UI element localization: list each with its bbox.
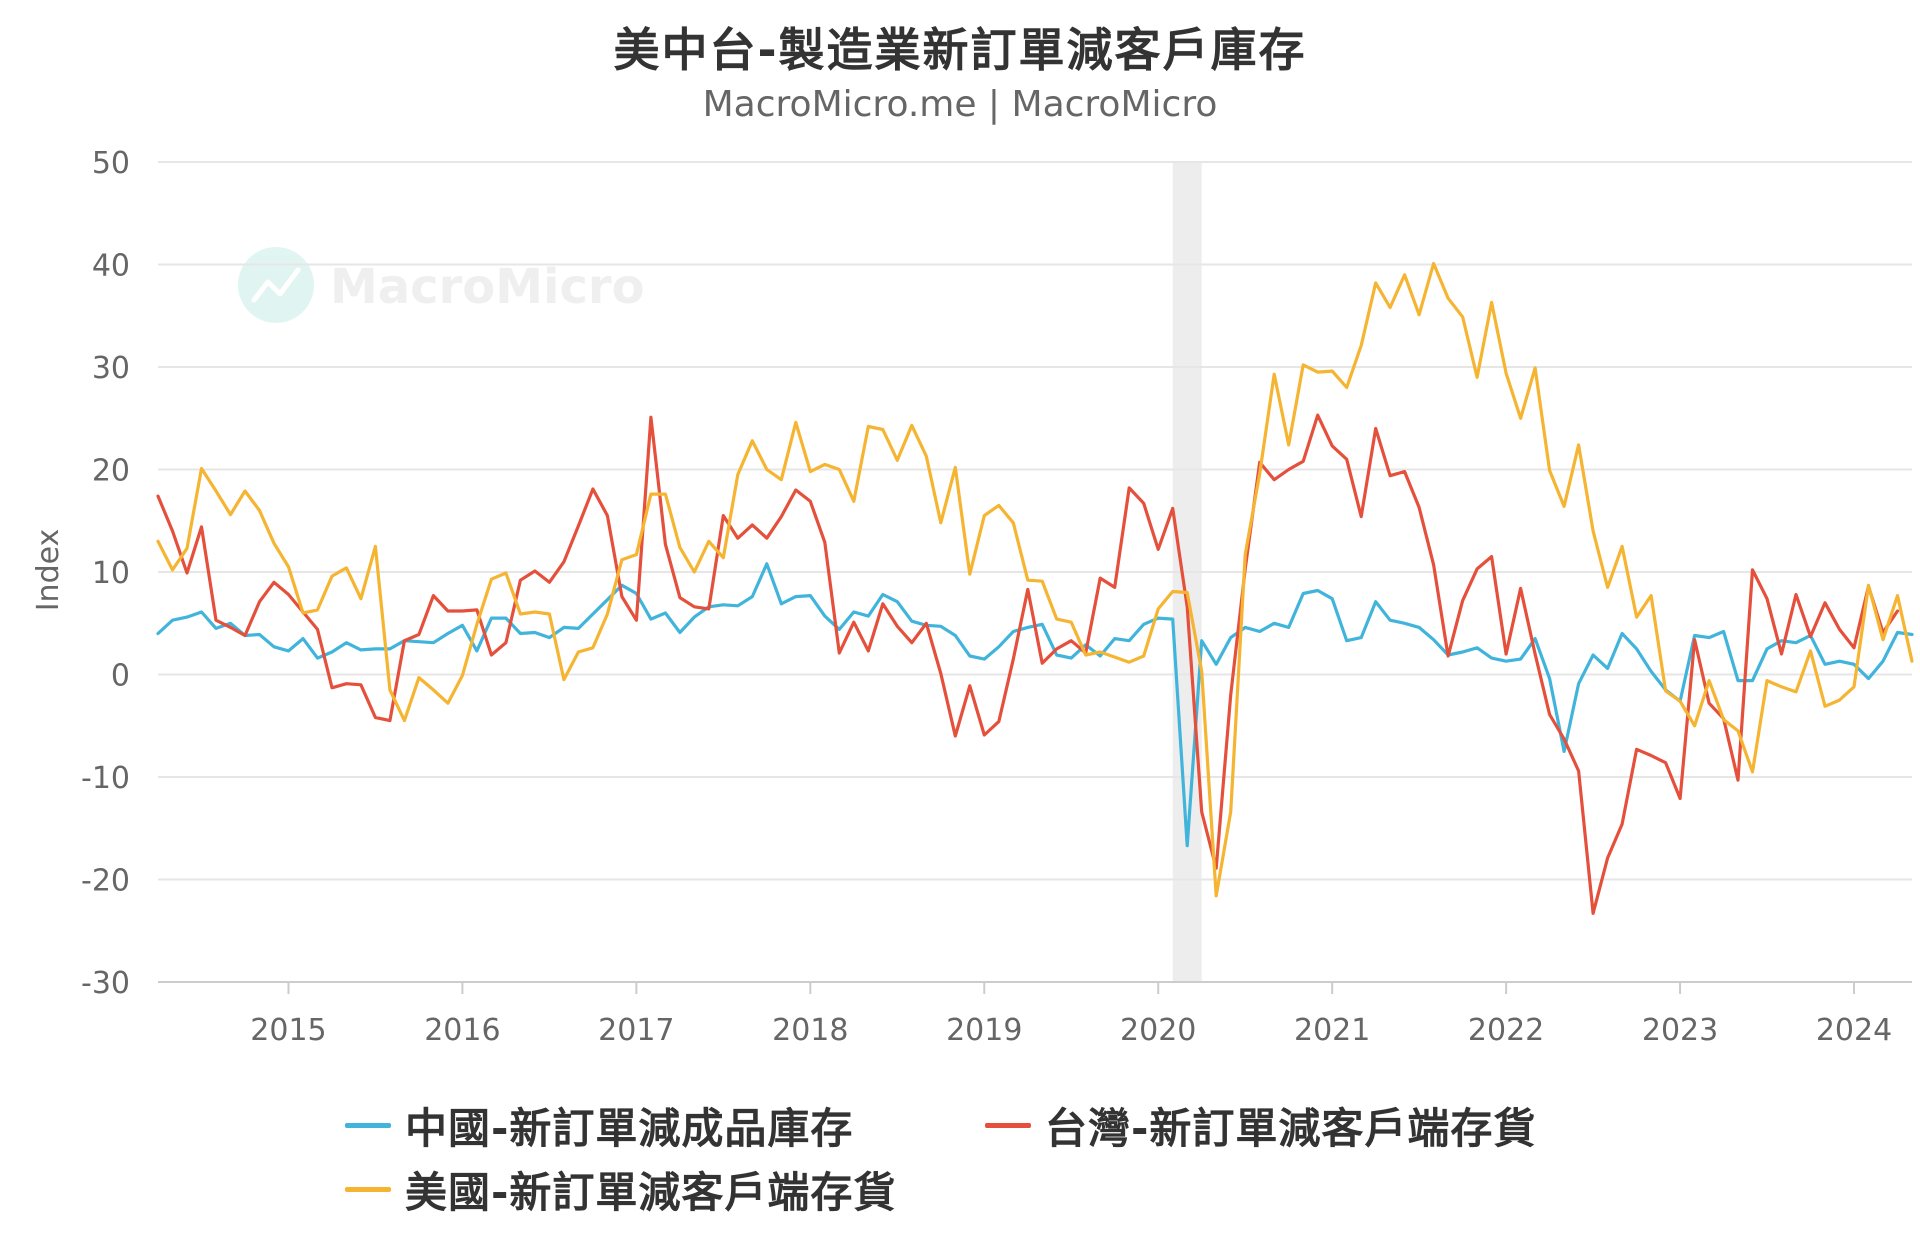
x-tick-label: 2019 <box>946 1013 1022 1048</box>
y-tick-label: 30 <box>92 351 130 386</box>
y-tick-label: -20 <box>81 864 130 899</box>
x-axis-ticks: 2015 2016 2017 2018 2019 2020 2021 2022 2023 2024 <box>250 982 1892 1048</box>
x-tick-label: 2020 <box>1120 1013 1196 1048</box>
x-tick-label: 2023 <box>1642 1013 1718 1048</box>
legend-item-china[interactable]: 中國-新訂單減成品庫存 <box>345 1095 853 1156</box>
series-line-0[interactable] <box>156 562 1914 848</box>
y-tick-label: -10 <box>81 761 130 796</box>
series-line-2[interactable] <box>156 261 1914 898</box>
x-tick-label: 2017 <box>598 1013 674 1048</box>
grid-layer <box>158 161 1912 983</box>
legend-label-usa: 美國-新訂單減客戶端存貨 <box>405 1168 897 1217</box>
x-tick-label: 2016 <box>424 1013 500 1048</box>
y-tick-label: -30 <box>81 966 130 1001</box>
series-layer <box>156 261 1914 915</box>
x-tick-label: 2024 <box>1816 1013 1892 1048</box>
y-tick-label: 50 <box>92 146 130 181</box>
y-tick-label: 10 <box>92 556 130 591</box>
x-tick-label: 2015 <box>250 1013 326 1048</box>
legend-item-taiwan[interactable]: 台灣-新訂單減客戶端存貨 <box>985 1095 1536 1156</box>
y-tick-label: 0 <box>111 659 130 694</box>
legend-label-china: 中國-新訂單減成品庫存 <box>405 1104 854 1153</box>
y-tick-label: 40 <box>92 249 130 284</box>
watermark-text: MacroMicro <box>330 259 645 315</box>
x-tick-label: 2021 <box>1294 1013 1370 1048</box>
x-tick-label: 2018 <box>772 1013 848 1048</box>
y-axis-label: Index <box>31 529 66 612</box>
watermark-logo-icon <box>238 247 314 323</box>
legend-swatch-usa <box>345 1187 391 1192</box>
watermark-logo-line-icon <box>251 267 301 303</box>
legend-label-taiwan: 台灣-新訂單減客戶端存貨 <box>1045 1104 1537 1153</box>
chart-title: 美中台-製造業新訂單減客戶庫存 <box>613 23 1307 77</box>
watermark: MacroMicro <box>238 247 645 323</box>
x-tick-label: 2022 <box>1468 1013 1544 1048</box>
y-axis-ticks: -30 -20 -10 0 10 20 30 40 50 <box>81 146 130 1001</box>
legend-swatch-china <box>345 1123 391 1128</box>
legend-item-usa[interactable]: 美國-新訂單減客戶端存貨 <box>345 1159 896 1220</box>
legend-swatch-taiwan <box>985 1123 1031 1128</box>
y-tick-label: 20 <box>92 454 130 489</box>
chart-subtitle: MacroMicro.me | MacroMicro <box>702 84 1218 125</box>
series-line-1[interactable] <box>156 413 1900 915</box>
